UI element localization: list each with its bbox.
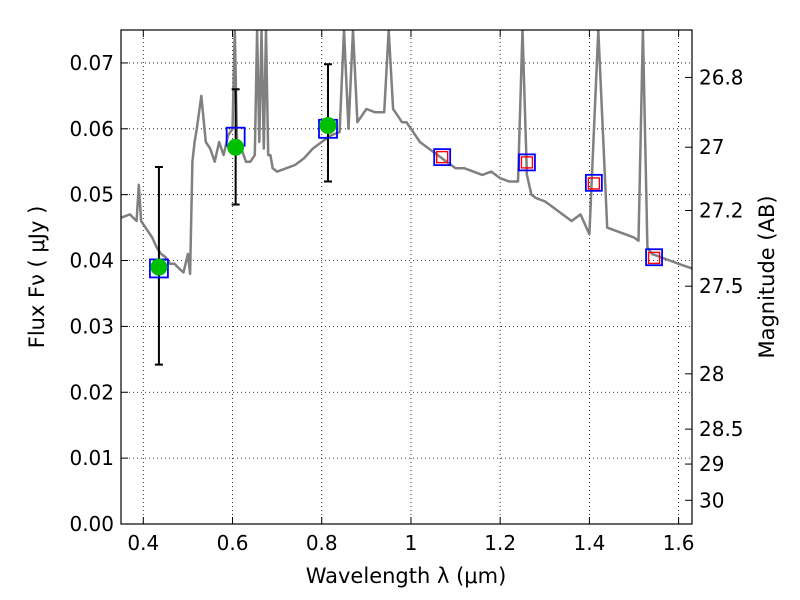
x-tick-label: 0.6 bbox=[217, 531, 249, 555]
x-tick-label: 1.2 bbox=[484, 531, 516, 555]
y2-tick-label: 28 bbox=[699, 362, 724, 386]
y2-tick-label: 27 bbox=[699, 135, 724, 159]
model-band-box-red bbox=[520, 156, 534, 169]
y2-axis-title: Magnitude (AB) bbox=[755, 195, 779, 358]
y2-tick-label: 29 bbox=[699, 452, 724, 476]
x-tick-label: 1.6 bbox=[663, 531, 695, 555]
x-tick-label: 0.4 bbox=[127, 531, 159, 555]
observed-point bbox=[319, 117, 337, 135]
plot-area bbox=[121, 30, 692, 366]
model-band-box-red bbox=[435, 150, 449, 164]
y2-tick-label: 27.2 bbox=[699, 198, 744, 222]
y-tick-label: 0.04 bbox=[69, 249, 114, 273]
y-tick-label: 0.00 bbox=[69, 512, 114, 536]
model-band-box-blue bbox=[518, 153, 536, 172]
model-band-box-blue bbox=[645, 248, 663, 267]
axes: 0.4 0.6 0.8 1 1.2 1.4 1.6 0.00 0.01 0.02 0.03 0.04 0… bbox=[69, 30, 744, 555]
plot-frame bbox=[120, 29, 693, 525]
y2-tick-label: 26.8 bbox=[699, 65, 744, 89]
y-tick-label: 0.02 bbox=[69, 380, 114, 404]
model-band-box-red bbox=[587, 177, 601, 190]
observed-point bbox=[227, 138, 245, 156]
x-axis-title: Wavelength λ (μm) bbox=[306, 564, 507, 588]
x-tick-label: 1.4 bbox=[573, 531, 605, 555]
y-tick-label: 0.01 bbox=[69, 446, 114, 470]
model-band-box-blue bbox=[584, 173, 603, 192]
plot-background bbox=[121, 30, 692, 524]
y-tick-label: 0.03 bbox=[69, 314, 114, 338]
observed-point bbox=[150, 258, 168, 276]
x-tick-label: 1 bbox=[405, 531, 418, 555]
sed-series-line bbox=[121, 30, 692, 275]
y2-tick-label: 28.5 bbox=[699, 417, 744, 441]
x-tick-label: 0.8 bbox=[306, 531, 338, 555]
y-axis-title: Flux Fν ( μJy ) bbox=[25, 206, 49, 349]
y-tick-label: 0.06 bbox=[69, 117, 114, 141]
model-band-box-blue bbox=[433, 148, 452, 167]
y-tick-label: 0.05 bbox=[69, 183, 114, 207]
y2-tick-label: 27.5 bbox=[699, 274, 744, 298]
model-band-box-red bbox=[647, 251, 661, 265]
y-tick-label: 0.07 bbox=[69, 51, 114, 75]
y2-tick-label: 30 bbox=[699, 488, 724, 512]
